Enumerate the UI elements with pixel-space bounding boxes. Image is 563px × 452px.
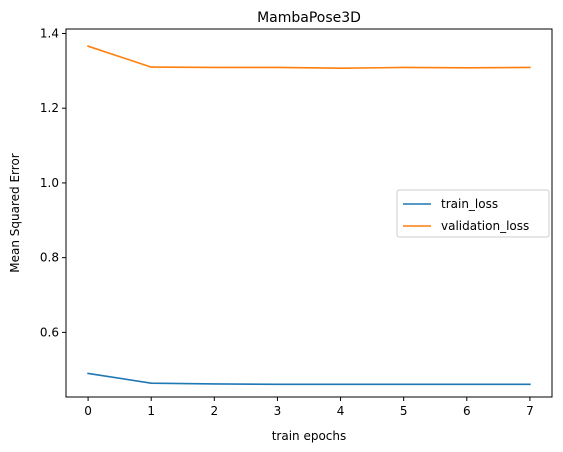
y-tick-label: 0.8 [40, 251, 59, 265]
legend: train_loss validation_loss [396, 189, 550, 238]
plot-frame [65, 28, 553, 398]
y-tick-label: 0.6 [40, 325, 59, 339]
x-tick-label: 0 [84, 404, 92, 418]
series-line-train-loss [87, 372, 531, 386]
series-line-validation-loss [87, 45, 531, 70]
x-tick-label: 5 [400, 404, 408, 418]
legend-box [396, 189, 550, 238]
plot-area [65, 28, 553, 398]
x-tick-label: 6 [463, 404, 471, 418]
x-tick-label: 7 [526, 404, 534, 418]
y-tick-label: 1.2 [40, 101, 59, 115]
y-axis-label: Mean Squared Error [8, 153, 22, 273]
y-axis: 0.6 0.8 1.0 1.2 1.4 [40, 26, 66, 339]
y-tick-label: 1.4 [40, 26, 59, 40]
x-axis: 0 1 2 3 4 5 6 7 [84, 397, 534, 418]
series-layer [87, 45, 531, 386]
x-tick-label: 2 [211, 404, 219, 418]
x-axis-label: train epochs [272, 429, 347, 443]
x-tick-label: 3 [274, 404, 282, 418]
y-tick-label: 1.0 [40, 176, 59, 190]
legend-label-train-loss: train_loss [441, 197, 498, 211]
chart-title: MambaPose3D [257, 10, 361, 26]
legend-label-validation-loss: validation_loss [441, 219, 529, 233]
x-tick-label: 4 [337, 404, 345, 418]
x-tick-label: 1 [147, 404, 155, 418]
